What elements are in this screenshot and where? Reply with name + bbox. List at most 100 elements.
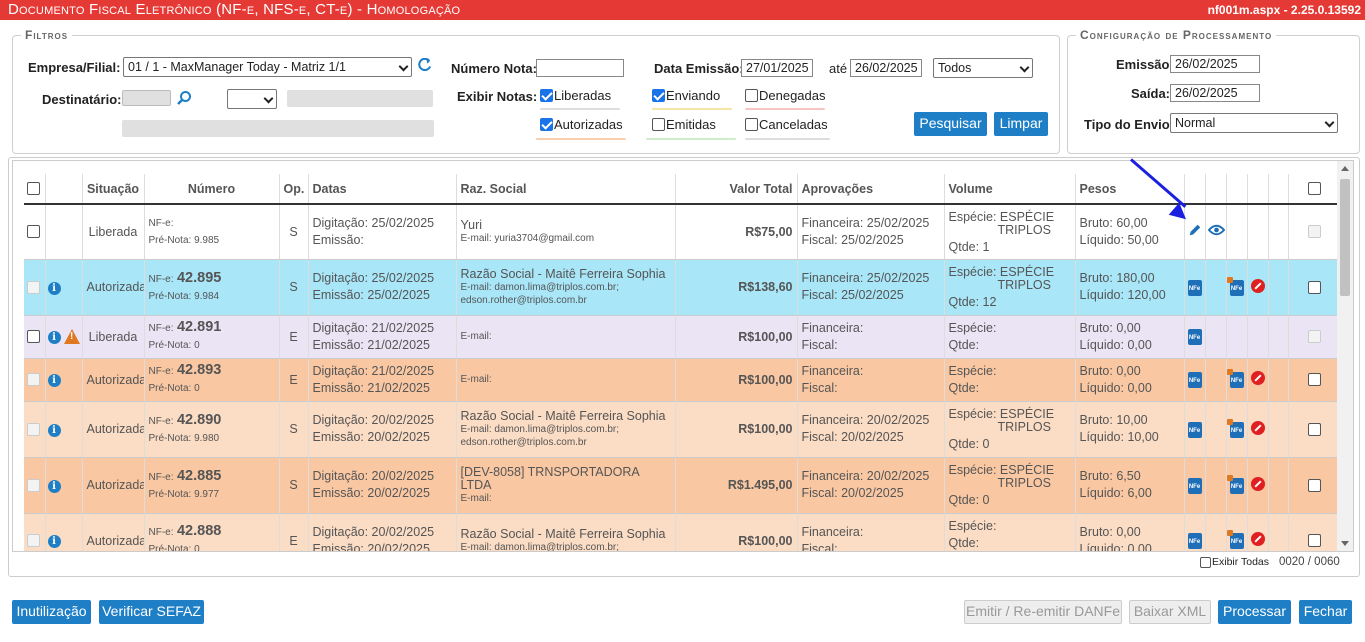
row-numero-cell: NF-e: 42.885 Pré-Nota: 9.977 (144, 457, 280, 514)
nfe-resend-icon[interactable]: NFe (1226, 474, 1244, 494)
table-row[interactable]: i Autorizada NF-e: 42.885 Pré-Nota: 9.977 S D… (24, 457, 1342, 514)
destinatario-type-select[interactable] (227, 89, 277, 109)
refresh-icon[interactable] (417, 58, 432, 73)
info-icon[interactable]: i (47, 330, 61, 344)
row-act3-cell (1226, 315, 1248, 359)
header-numero[interactable]: Número (144, 174, 280, 205)
row-checkbox[interactable] (27, 478, 40, 492)
cancel-icon[interactable] (1250, 476, 1265, 491)
saida-input[interactable]: 26/02/2025 (1170, 84, 1260, 102)
row-checkbox[interactable] (27, 225, 40, 239)
notes-table: Situação Número Op. Datas Raz. Social Va… (24, 174, 1342, 551)
header-razao[interactable]: Raz. Social (456, 174, 676, 205)
info-icon[interactable]: i (47, 281, 61, 295)
emitidas-checkbox[interactable] (652, 118, 665, 131)
processar-button[interactable]: Processar (1218, 600, 1291, 624)
nfe-document-icon[interactable]: NFe (1187, 533, 1202, 549)
table-row[interactable]: i Autorizada NF-e: 42.893 Pré-Nota: 0 E Digit… (24, 358, 1342, 402)
row-checkbox[interactable] (27, 534, 40, 547)
row-right-checkbox[interactable] (1307, 373, 1321, 386)
row-select-cell (24, 315, 46, 359)
row-checkbox[interactable] (27, 422, 40, 436)
emitir-danfe-button[interactable]: Emitir / Re-emitir DANFe (964, 600, 1122, 624)
table-row[interactable]: i Autorizada NF-e: 42.895 Pré-Nota: 9.984 S D… (24, 259, 1342, 316)
scrollbar-thumb[interactable] (1340, 179, 1350, 296)
nfe-resend-icon[interactable]: NFe (1226, 530, 1244, 549)
empresa-select[interactable]: 01 / 1 - MaxManager Today - Matriz 1/1 (123, 57, 412, 77)
info-icon[interactable]: i (47, 479, 61, 493)
row-digitacao: Digitação: 20/02/2025 (312, 413, 435, 427)
data-emissao-label: Data Emissão: (654, 61, 744, 76)
row-checkbox[interactable] (27, 373, 40, 386)
header-valor[interactable]: Valor Total (675, 174, 798, 205)
tipo-envio-select[interactable]: Normal (1170, 113, 1338, 133)
nfe-document-icon[interactable]: NFe (1187, 421, 1202, 438)
row-right-checkbox[interactable] (1307, 422, 1321, 436)
cancel-icon[interactable] (1250, 532, 1265, 546)
nfe-document-icon[interactable]: NFe (1187, 477, 1202, 494)
row-volume-cell: Espécie: ESPÉCIE TRIPLOS Qtde: 0 (944, 457, 1076, 514)
autorizadas-checkbox[interactable] (540, 118, 553, 131)
vertical-scrollbar[interactable] (1337, 161, 1353, 551)
row-act1-cell: NFe (1184, 315, 1206, 359)
pesquisar-button[interactable]: Pesquisar (914, 112, 987, 136)
data-ate-input[interactable]: 26/02/2025 (850, 59, 922, 77)
table-row[interactable]: i Autorizada NF-e: 42.890 Pré-Nota: 9.980 S D… (24, 401, 1342, 458)
row-act5-cell (1268, 401, 1289, 458)
nfe-resend-icon[interactable]: NFe (1226, 276, 1244, 296)
header-datas[interactable]: Datas (308, 174, 457, 205)
row-datas-cell: Digitação: 25/02/2025 Emissão: (308, 204, 457, 260)
row-select-cell (24, 259, 46, 316)
exibir-todas-checkbox[interactable] (1200, 557, 1211, 568)
nfe-resend-icon[interactable]: NFe (1226, 418, 1244, 438)
header-situacao[interactable]: Situação (82, 174, 145, 205)
data-tipo-select[interactable]: Todos (933, 58, 1033, 78)
select-all-right-checkbox[interactable] (1307, 182, 1321, 195)
destinatario-code-input[interactable] (122, 90, 171, 106)
numero-input[interactable] (536, 59, 624, 77)
nfe-document-icon[interactable]: NFe (1187, 329, 1202, 345)
row-right-checkbox[interactable] (1307, 534, 1321, 547)
info-icon[interactable]: i (47, 535, 61, 548)
liberadas-checkbox[interactable] (540, 89, 553, 102)
canceladas-checkbox[interactable] (745, 118, 758, 131)
select-all-checkbox[interactable] (27, 182, 40, 195)
data-de-input[interactable]: 27/01/2025 (741, 59, 813, 77)
row-act1-cell: NFe (1184, 513, 1206, 551)
eye-icon[interactable] (1207, 224, 1225, 236)
inutilizacao-button[interactable]: Inutilização (12, 600, 91, 624)
magnifier-icon[interactable] (176, 90, 192, 106)
row-checkbox[interactable] (27, 280, 40, 294)
limpar-button[interactable]: Limpar (994, 112, 1048, 136)
row-right-checkbox[interactable] (1307, 478, 1321, 492)
header-aprov[interactable]: Aprovações (797, 174, 945, 205)
table-row[interactable]: Liberada NF-e: Pré-Nota: 9.985 S Digitação:… (24, 204, 1342, 260)
row-right-checkbox[interactable] (1307, 225, 1321, 239)
table-row[interactable]: i Autorizada NF-e: 42.888 Pré-Nota: 0 E Digit… (24, 513, 1342, 551)
row-right-checkbox[interactable] (1307, 330, 1321, 343)
cancel-icon[interactable] (1250, 420, 1265, 435)
cancel-icon[interactable] (1250, 371, 1265, 385)
header-volume[interactable]: Volume (944, 174, 1076, 205)
info-icon[interactable]: i (47, 423, 61, 437)
emitidas-label: Emitidas (666, 117, 716, 132)
nfe-document-icon[interactable]: NFe (1187, 279, 1202, 296)
emissao-input[interactable]: 26/02/2025 (1170, 55, 1260, 73)
nfe-document-icon[interactable]: NFe (1187, 372, 1202, 388)
header-op[interactable]: Op. (279, 174, 309, 205)
row-especie-2: TRIPLOS (997, 419, 1052, 434)
baixar-xml-button[interactable]: Baixar XML (1129, 600, 1211, 624)
warning-icon[interactable] (63, 329, 80, 345)
pencil-icon[interactable] (1188, 223, 1202, 237)
cancel-icon[interactable] (1250, 278, 1265, 293)
denegadas-checkbox[interactable] (745, 89, 758, 102)
row-right-checkbox[interactable] (1307, 280, 1321, 294)
info-icon[interactable]: i (47, 374, 61, 387)
row-checkbox[interactable] (27, 330, 40, 343)
row-icons-cell: i (45, 259, 83, 316)
fechar-button[interactable]: Fechar (1299, 600, 1352, 624)
verificar-sefaz-button[interactable]: Verificar SEFAZ (99, 600, 204, 624)
enviando-checkbox[interactable] (652, 89, 665, 102)
nfe-resend-icon[interactable]: NFe (1226, 369, 1244, 388)
